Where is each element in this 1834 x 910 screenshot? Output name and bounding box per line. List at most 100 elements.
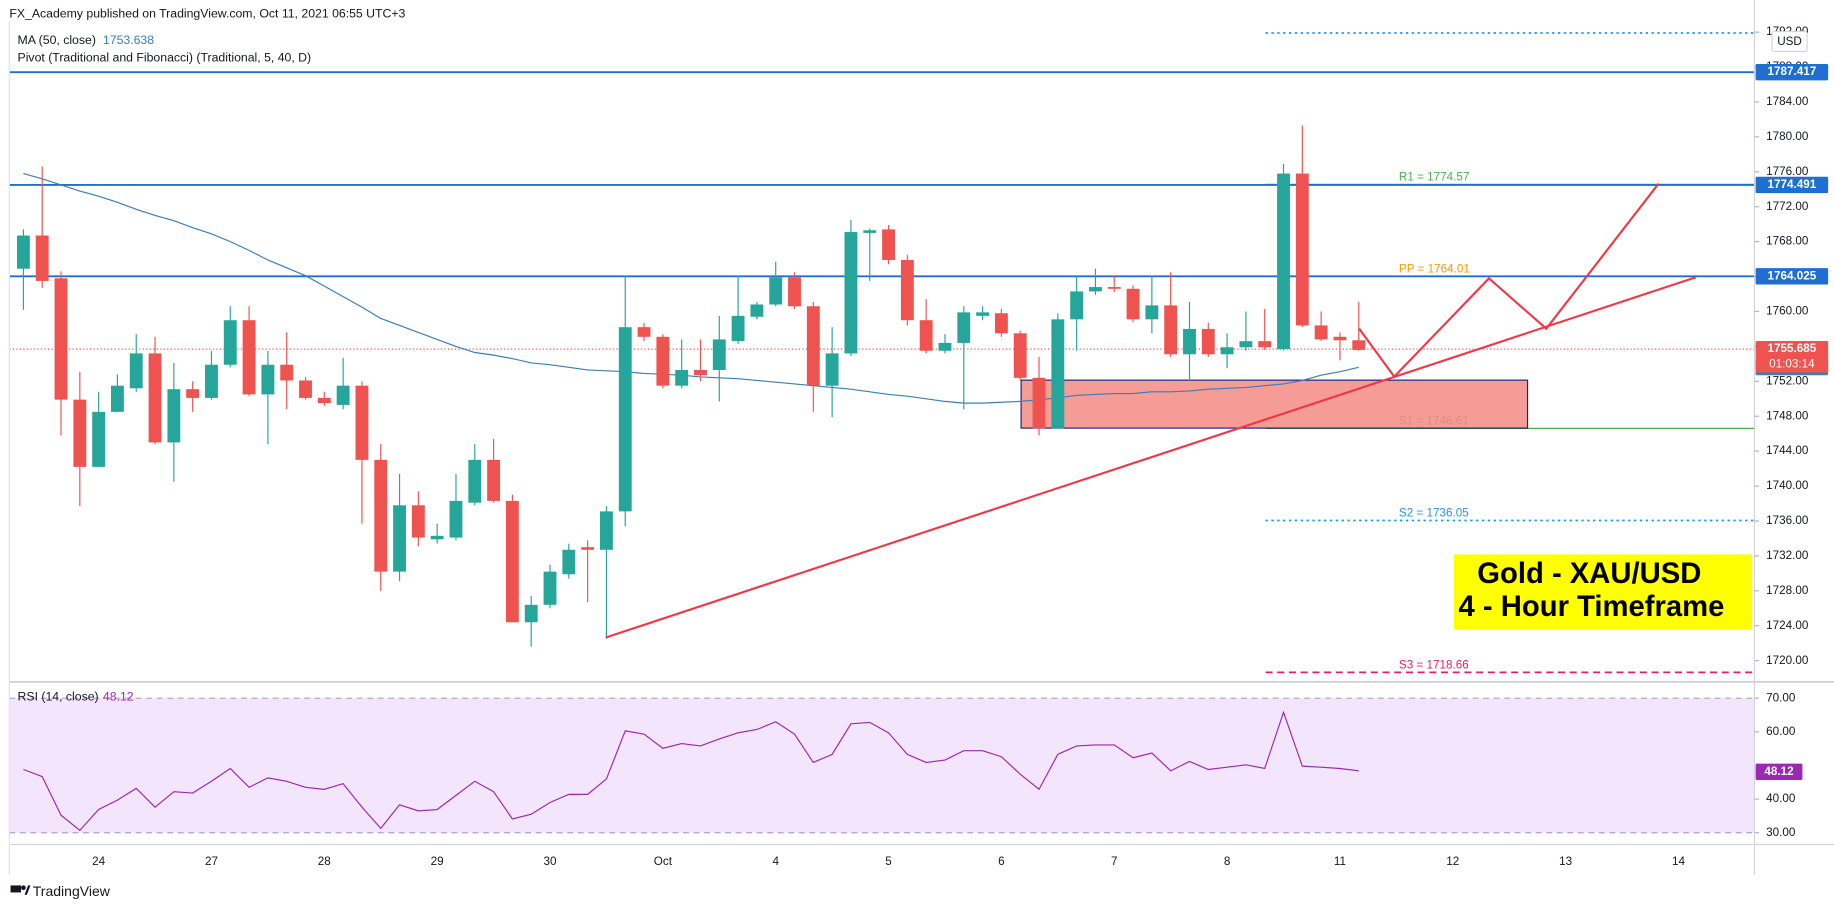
currency-box[interactable] [1771,30,1808,53]
x-tick-label: 7 [1111,855,1118,868]
pivot-label: PP = 1764.01 [1399,263,1470,276]
annotation-line: Gold - XAU/USD [1477,558,1701,590]
candle-body [750,304,764,317]
x-tick-label: 4 [772,855,779,868]
pivot-label: R1 = 1774.57 [1399,170,1470,183]
rsi-tick-label: 70.00 [1766,691,1796,704]
candle-body [280,364,294,381]
level-layer [9,71,1755,278]
level-badge [1755,63,1829,81]
candle-body [1277,173,1290,350]
candle-body [393,505,406,572]
currency[interactable]: USD [1777,35,1802,48]
y-tick-label: 1728.00 [1766,584,1809,597]
level-badge-label: 1787.417 [1768,65,1817,78]
candle-body [1164,305,1178,355]
candle-body [1220,347,1234,355]
candle-body [825,353,839,386]
candle-body [637,327,651,337]
candle-body [694,369,707,376]
candle-body [468,459,482,503]
rsi-band-layer [9,697,1755,834]
candle-body [1145,305,1159,320]
y-tick-label: 1744.00 [1766,444,1809,457]
candle-body [524,604,538,623]
y-tick-label: 1724.00 [1766,619,1809,632]
candle-body [148,353,162,443]
candle-body [1352,340,1366,350]
last-price-label: 1755.685 [1768,342,1817,355]
level-badge [1755,268,1829,285]
x-tick-label: 29 [431,855,444,868]
candle-body [167,389,181,443]
candle-body [355,385,369,460]
x-tick-label: 6 [998,855,1005,868]
candle-body [1126,288,1140,320]
x-tick-label: 8 [1224,855,1231,868]
candle-body [976,312,990,316]
candle-body [205,364,218,398]
rsi-badge [1755,763,1803,780]
candle-body [1013,333,1027,378]
candle-body [769,277,783,305]
rsi-line [23,710,1359,832]
candle-body [374,459,388,572]
candle-body [618,327,632,512]
x-tick-label: 28 [318,855,331,868]
candle-body [994,313,1008,334]
candle-body [1107,287,1121,289]
candle-body [336,385,350,405]
candle-body [844,232,858,354]
candle-body [449,500,463,538]
rsi-legend: RSI (14, close) [18,689,99,703]
y-tick-label: 1732.00 [1766,549,1809,562]
annotation-box [1453,554,1753,630]
candle-body [505,500,519,623]
rsi-tick-label: 30.00 [1766,826,1796,839]
x-tick-label: 14 [1672,855,1685,868]
y-tick-label: 1768.00 [1766,235,1809,248]
y-tick-label: 1772.00 [1766,200,1809,213]
trend-line [605,276,1697,639]
candle-body [35,235,49,281]
y-tick-label: 1748.00 [1766,409,1809,422]
level-badge [1755,176,1829,194]
level-badge-label: 1764.025 [1768,269,1817,282]
candle-body [1032,377,1046,429]
rsi-layer [23,710,1359,832]
candle-body [1089,287,1102,292]
x-tick-label: 24 [92,855,105,868]
x-tick-label: 11 [1334,855,1346,868]
x-tick-label: 5 [885,855,892,868]
candle-body [1201,328,1215,355]
footer: TradingView [33,883,111,899]
candle-body [299,380,312,398]
rsi-band [9,698,1755,833]
candle-body [1183,328,1196,355]
ma-layer [23,172,1359,404]
candle-body [581,547,595,550]
y-tick-label: 1760.00 [1766,305,1809,318]
candle-body [1239,341,1253,348]
candle-body [600,511,613,550]
candle-body [562,549,576,575]
candle-body [1070,291,1084,320]
candle-body [430,535,444,540]
annotation-line: 4 - Hour Timeframe [1459,591,1725,623]
level-badge-label: 1774.491 [1768,178,1817,191]
y-tick-label: 1776.00 [1766,165,1809,178]
rsi-legend-value: 48.12 [103,689,134,703]
candle-body [411,505,425,538]
candle-body [731,315,745,342]
y-tick-label: 1720.00 [1766,654,1809,667]
candle-body [656,336,670,386]
candle-body [1333,336,1347,341]
axis-layer: 1720.00 1724.00 1728.00 1732.00 1736.00 1740.… [92,25,1829,868]
candle-body [900,259,914,321]
pivot-label: S3 = 1718.66 [1399,658,1469,671]
projection-path [1358,182,1660,379]
candle-body [806,306,820,386]
candle-body [1314,325,1328,340]
